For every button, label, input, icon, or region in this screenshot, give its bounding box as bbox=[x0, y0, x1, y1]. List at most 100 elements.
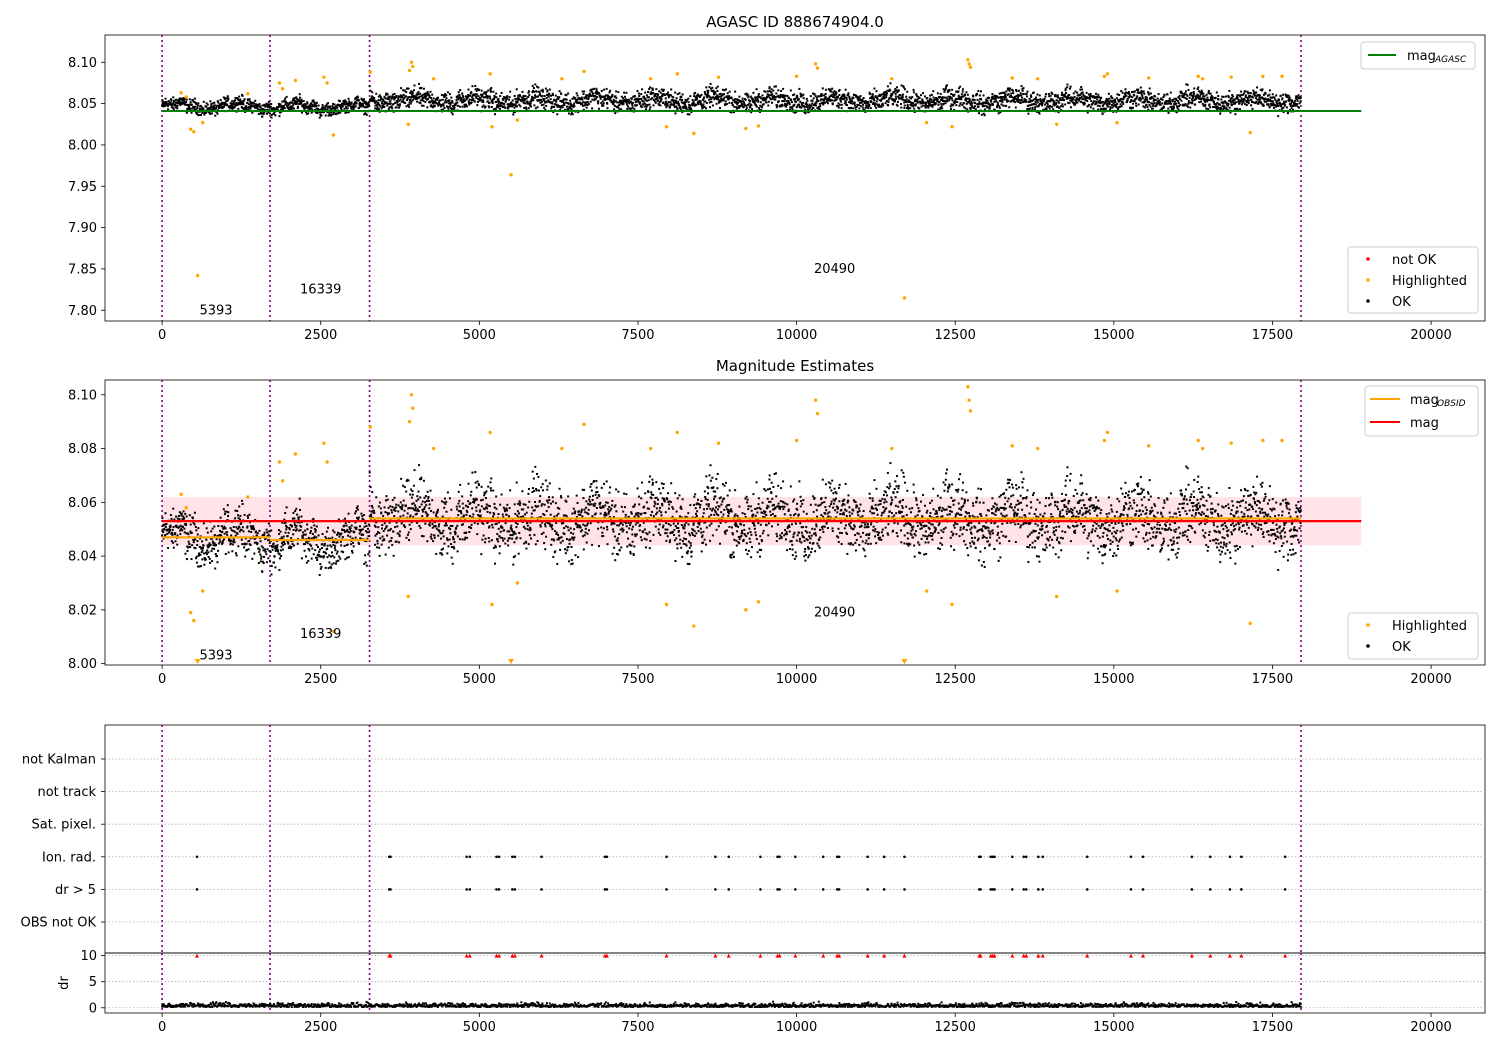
ok-point bbox=[190, 111, 193, 114]
ok-point bbox=[360, 512, 363, 515]
ok-point bbox=[440, 108, 443, 111]
ok-point bbox=[199, 553, 202, 556]
ok-point bbox=[1231, 100, 1234, 103]
ok-point bbox=[1166, 93, 1169, 96]
ok-point bbox=[295, 102, 298, 105]
ok-point bbox=[1027, 112, 1030, 115]
ok-point bbox=[210, 537, 213, 540]
ok-point bbox=[324, 552, 327, 555]
ok-point bbox=[718, 95, 721, 98]
ok-point bbox=[912, 91, 915, 94]
ok-point bbox=[565, 98, 568, 101]
ok-point bbox=[1036, 101, 1039, 104]
ok-point bbox=[232, 103, 235, 106]
ok-point bbox=[285, 506, 288, 509]
ok-point bbox=[675, 97, 678, 100]
ok-point bbox=[260, 545, 263, 548]
highlighted-point bbox=[280, 87, 285, 91]
ok-point bbox=[209, 100, 212, 103]
ok-point bbox=[1050, 97, 1053, 100]
ok-point bbox=[896, 104, 899, 107]
ok-point bbox=[444, 99, 447, 102]
ok-point bbox=[413, 84, 416, 87]
ok-point bbox=[1263, 93, 1266, 96]
ok-point bbox=[1119, 105, 1122, 108]
ok-point bbox=[406, 99, 409, 102]
ok-point bbox=[380, 102, 383, 105]
ok-point bbox=[164, 104, 167, 107]
ok-point bbox=[269, 112, 272, 115]
ok-point bbox=[315, 543, 318, 546]
ok-point bbox=[556, 105, 559, 108]
ok-point bbox=[460, 101, 463, 104]
ok-point bbox=[1256, 93, 1259, 96]
agasc-magnitude-plot: 7.807.857.907.958.008.058.100 2500 5000 750… bbox=[68, 34, 1486, 343]
ok-point bbox=[378, 108, 381, 111]
ok-point bbox=[542, 103, 545, 106]
ok-point bbox=[564, 98, 567, 101]
ok-point bbox=[884, 93, 887, 96]
ok-point bbox=[985, 98, 988, 101]
ok-point bbox=[338, 535, 341, 538]
ok-point bbox=[217, 525, 220, 528]
ok-point bbox=[322, 551, 325, 554]
ok-point bbox=[906, 103, 909, 106]
ok-point bbox=[872, 97, 875, 100]
ok-point bbox=[219, 529, 222, 532]
ok-point bbox=[402, 499, 405, 502]
ok-point bbox=[423, 92, 426, 95]
ok-point bbox=[1042, 108, 1045, 111]
ok-point bbox=[889, 89, 892, 92]
ok-point bbox=[377, 505, 380, 508]
ok-point bbox=[388, 100, 391, 103]
ok-point bbox=[298, 93, 301, 96]
ok-point bbox=[580, 96, 583, 99]
ok-point bbox=[1212, 101, 1215, 104]
ok-point bbox=[937, 108, 940, 111]
ok-point bbox=[403, 486, 406, 489]
ok-point bbox=[269, 560, 272, 563]
ok-point bbox=[311, 105, 313, 108]
ok-point bbox=[1273, 96, 1276, 99]
ok-point bbox=[744, 98, 747, 101]
ok-point bbox=[206, 544, 209, 547]
estimates-xtick-label: 15000 bbox=[1093, 672, 1134, 687]
ok-point bbox=[386, 511, 389, 514]
ok-point bbox=[381, 104, 384, 107]
ok-point bbox=[256, 106, 259, 109]
ok-point bbox=[1049, 100, 1052, 103]
ok-point bbox=[1129, 95, 1132, 98]
ok-point bbox=[1183, 104, 1186, 107]
ok-point bbox=[332, 106, 335, 109]
ok-point bbox=[175, 101, 178, 104]
ok-point bbox=[997, 112, 1000, 115]
ok-point bbox=[244, 107, 247, 110]
ok-point bbox=[302, 104, 305, 107]
ok-point bbox=[379, 105, 382, 108]
ok-point bbox=[1087, 93, 1090, 96]
ok-point bbox=[291, 540, 294, 543]
ok-point bbox=[972, 99, 975, 102]
ok-point bbox=[270, 564, 273, 567]
ok-point bbox=[372, 509, 375, 512]
ok-point bbox=[344, 558, 347, 561]
ok-point bbox=[1080, 92, 1083, 95]
ok-point bbox=[328, 537, 331, 540]
ok-point bbox=[1086, 100, 1089, 103]
ok-point bbox=[223, 525, 226, 528]
ok-point bbox=[1227, 96, 1230, 99]
ok-point bbox=[397, 510, 400, 513]
ok-point bbox=[992, 95, 995, 98]
ok-point bbox=[287, 542, 290, 545]
ok-point bbox=[1068, 93, 1071, 96]
ok-point bbox=[772, 89, 775, 92]
ok-point bbox=[1244, 90, 1247, 93]
ok-point bbox=[999, 111, 1002, 114]
ok-point bbox=[511, 105, 514, 108]
ok-point bbox=[365, 524, 368, 527]
ok-point bbox=[455, 102, 458, 105]
ok-point bbox=[221, 103, 224, 106]
ok-point bbox=[409, 91, 412, 94]
ok-point bbox=[195, 555, 198, 558]
ok-point bbox=[1007, 93, 1010, 96]
